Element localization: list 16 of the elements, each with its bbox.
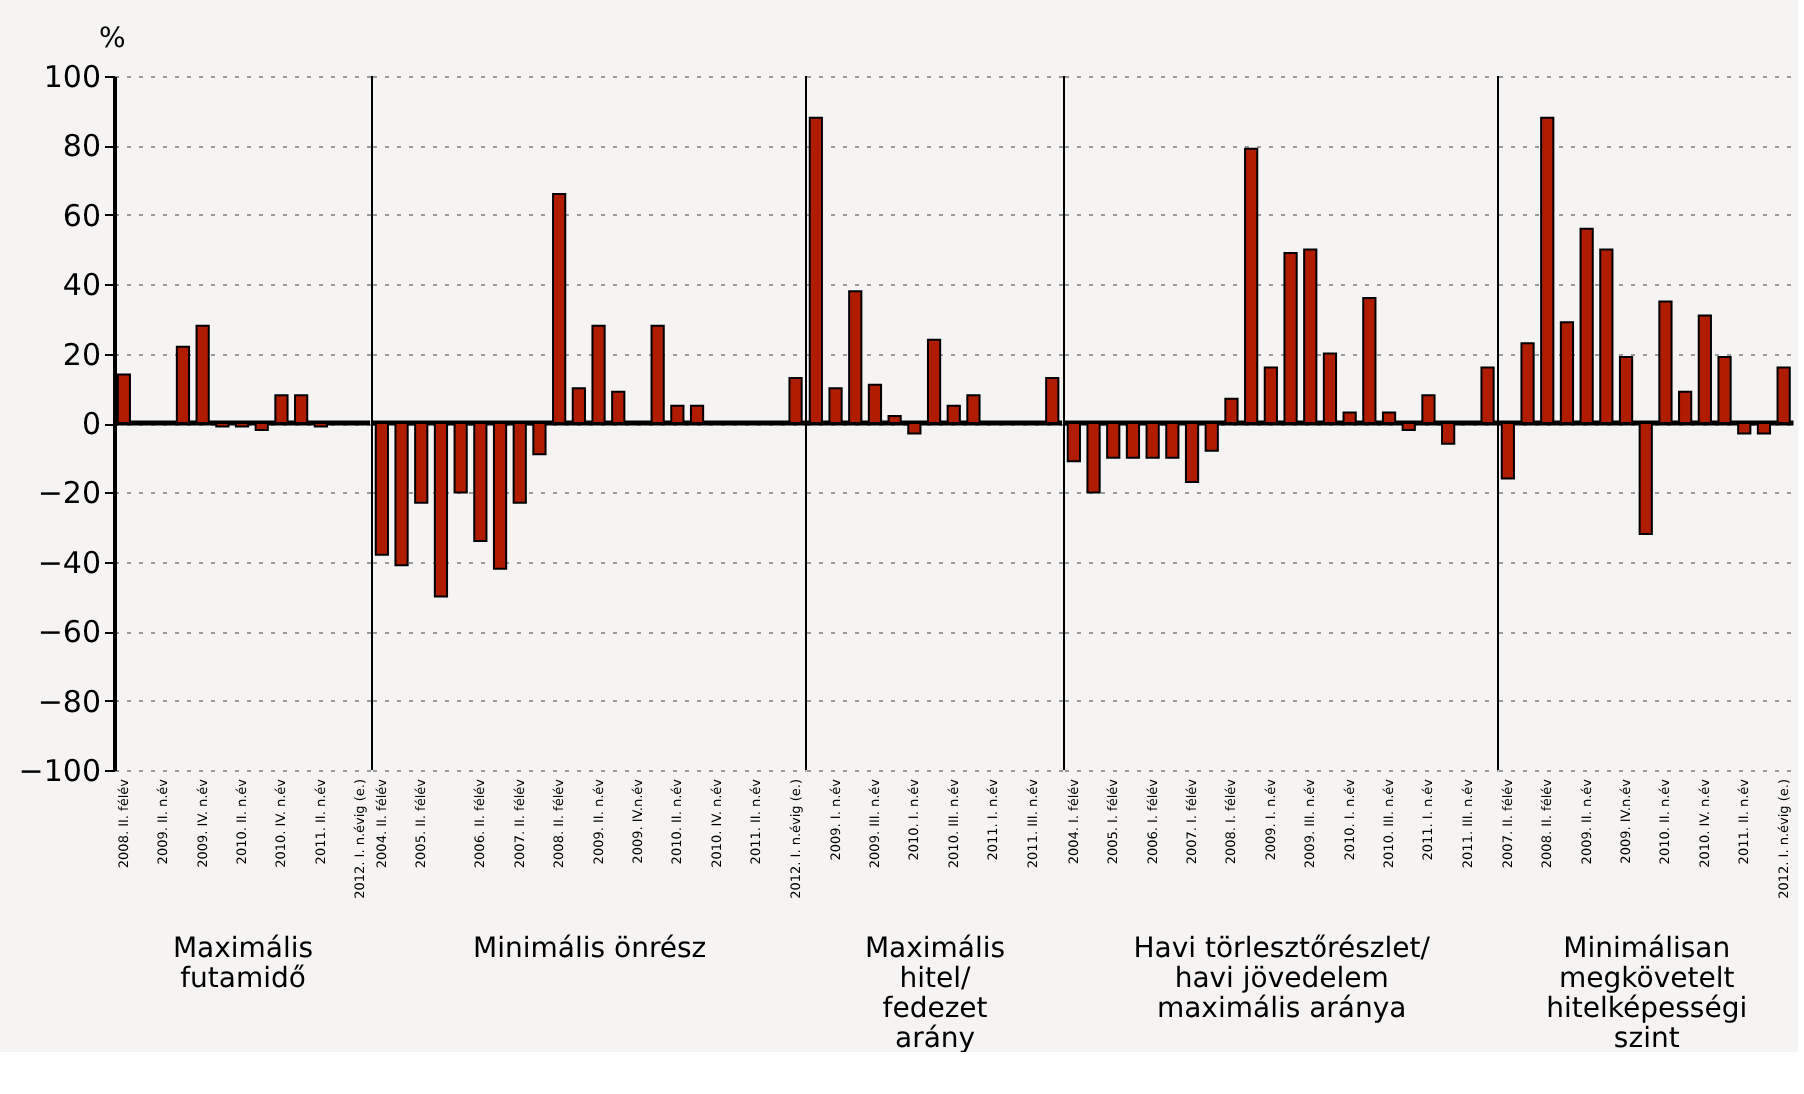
y-tick-label: −40 <box>37 544 101 581</box>
y-tick-label: 20 <box>62 336 101 373</box>
y-tick-label: 100 <box>43 59 101 95</box>
y-tick-label: −60 <box>37 614 101 651</box>
y-tick-label: 0 <box>81 406 101 442</box>
x-axis-title: Minimális önrész <box>473 933 707 965</box>
y-tick-label: 80 <box>62 128 101 165</box>
x-axis-title: Havi törlesztőrészlet/ havi jövedelem maximális aránya <box>1133 933 1431 1025</box>
y-tick-label: −80 <box>37 683 101 720</box>
y-tick-label: −100 <box>18 753 101 789</box>
y-axis-title: % <box>99 23 126 55</box>
x-axis-title: Minimálisan megkövetelt hitelképességi szint <box>1546 933 1748 1055</box>
y-tick-label: 60 <box>62 197 101 234</box>
x-axis-title: Maximális futamidő <box>172 933 314 995</box>
y-tick-label: −20 <box>37 475 101 512</box>
y-tick-label: 40 <box>62 267 101 304</box>
